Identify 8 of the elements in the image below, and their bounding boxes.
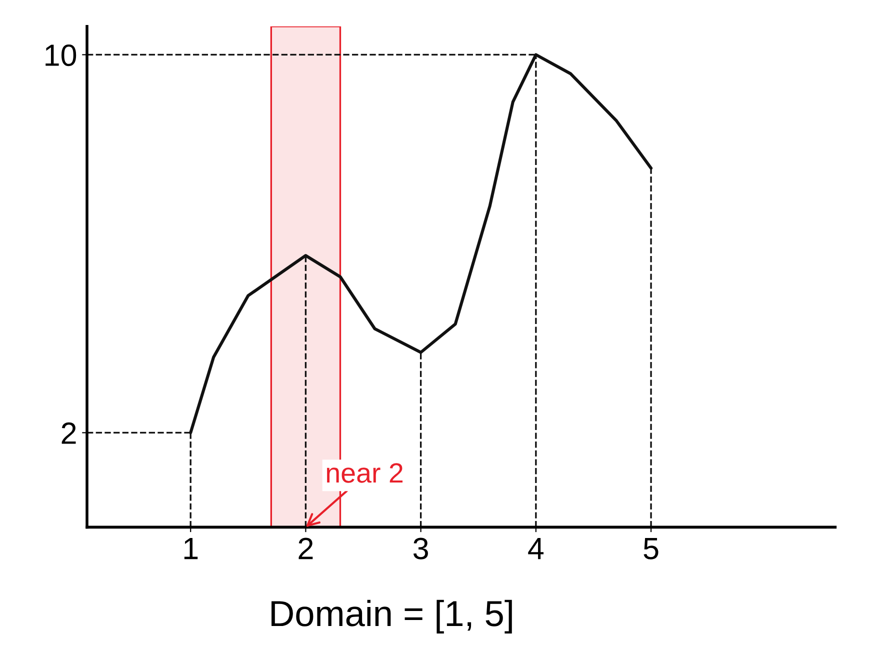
annotation: near 2 (326, 463, 403, 483)
text: Domain = [1, 5] (272, 600, 512, 634)
x-tick-label: 2 (298, 538, 313, 560)
x-tick-label: 1 (184, 538, 198, 560)
x-tick-label: 3 (413, 538, 428, 560)
x-tick-label: 5 (644, 538, 658, 560)
y-tick-label: 10 (46, 44, 76, 66)
x-tick-label: 4 (528, 538, 544, 560)
